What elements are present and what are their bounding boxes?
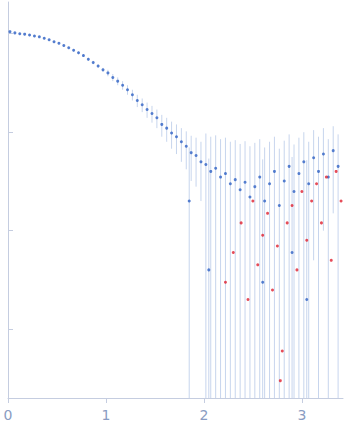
svg-text:2: 2 (199, 407, 208, 423)
svg-text:1: 1 (101, 407, 110, 423)
svg-text:3: 3 (297, 407, 306, 423)
svg-text:0: 0 (4, 407, 13, 423)
